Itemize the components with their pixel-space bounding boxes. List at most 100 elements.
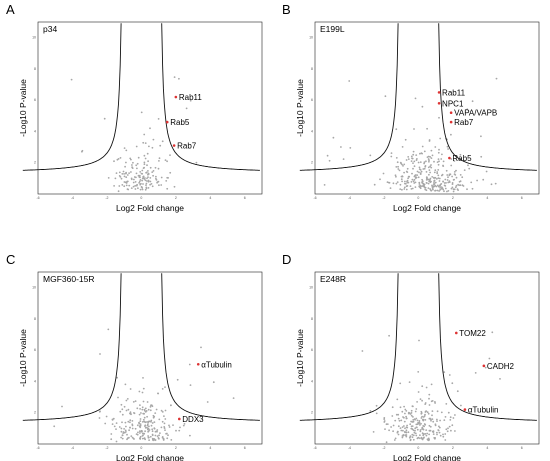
data-point [434, 437, 436, 440]
data-point [422, 185, 425, 188]
data-point [147, 170, 149, 172]
data-point [124, 429, 127, 432]
data-point [118, 175, 121, 177]
data-point [130, 435, 133, 437]
data-point [454, 186, 457, 189]
data-point [421, 145, 424, 148]
data-point [115, 440, 118, 443]
data-point [147, 160, 150, 163]
data-point [155, 408, 158, 411]
y-tick-label: 8 [34, 317, 36, 321]
data-point [158, 160, 160, 162]
data-point [149, 166, 152, 169]
data-point [142, 400, 145, 403]
threshold-curve-left [299, 23, 399, 171]
data-point [136, 424, 139, 427]
data-point [432, 433, 435, 435]
data-point [447, 176, 449, 179]
data-point [150, 183, 153, 185]
data-point [158, 184, 160, 187]
data-point [429, 417, 431, 420]
highlight-point [463, 408, 467, 411]
data-point [438, 160, 440, 163]
data-point [434, 181, 437, 184]
data-point [414, 429, 416, 432]
data-point [444, 187, 447, 190]
data-point [136, 162, 139, 165]
data-point [145, 184, 147, 187]
data-point [398, 169, 401, 172]
data-point [146, 164, 148, 167]
annotation-label: CADH2 [487, 362, 515, 371]
x-tick-label: -2 [105, 446, 108, 450]
annotation-label: NPC1 [442, 99, 464, 108]
data-point [425, 386, 428, 389]
y-tick-label: 6 [34, 348, 36, 352]
data-point [419, 186, 421, 189]
y-tick-label: 8 [34, 67, 36, 71]
x-tick-label: -4 [348, 196, 351, 200]
data-point [442, 160, 445, 163]
data-point [397, 433, 400, 436]
data-point [139, 179, 142, 181]
data-point [437, 174, 440, 177]
data-point [145, 171, 148, 174]
data-point [414, 432, 417, 435]
data-point [125, 425, 127, 428]
highlight-point [449, 120, 453, 124]
data-point [139, 426, 142, 429]
data-point [125, 161, 127, 164]
data-point [115, 172, 118, 175]
data-point [139, 188, 142, 191]
data-point [399, 188, 402, 191]
data-point [433, 183, 436, 185]
data-point [379, 178, 381, 181]
data-point [415, 154, 418, 157]
data-point [416, 170, 419, 173]
data-point [433, 171, 436, 174]
data-point [152, 174, 155, 177]
data-point [453, 160, 456, 162]
highlight-point [174, 95, 178, 99]
data-point [438, 190, 440, 192]
data-point [417, 176, 420, 179]
data-point [342, 158, 345, 161]
data-point [323, 184, 326, 186]
data-point [415, 434, 418, 437]
data-point [421, 432, 424, 435]
data-point [167, 177, 170, 179]
data-point [419, 429, 422, 431]
annotation-label: Rab11 [442, 88, 466, 97]
data-point [401, 188, 403, 191]
data-point [144, 407, 147, 410]
data-point [414, 418, 416, 421]
data-point [413, 178, 416, 181]
data-point [169, 171, 172, 174]
x-tick-label: 2 [175, 446, 177, 450]
data-point [138, 413, 141, 416]
data-point [440, 186, 443, 189]
data-point [413, 165, 416, 168]
data-point [406, 167, 409, 170]
data-point [147, 187, 150, 189]
data-point [427, 155, 430, 158]
data-point [438, 431, 441, 434]
data-point [160, 184, 163, 186]
data-point [407, 412, 410, 415]
data-point [173, 185, 176, 188]
annotation-label: αTubulin [201, 360, 232, 369]
data-point [118, 426, 121, 428]
data-point [449, 416, 452, 419]
data-point [440, 183, 443, 185]
data-point [450, 429, 452, 432]
data-point [103, 117, 106, 120]
data-point [440, 187, 443, 190]
data-point [422, 183, 425, 186]
data-point [438, 180, 441, 182]
data-point [459, 184, 462, 187]
data-point [439, 137, 442, 140]
data-point [123, 175, 126, 178]
data-point [164, 386, 166, 388]
data-point [141, 169, 144, 172]
data-point [142, 377, 144, 379]
